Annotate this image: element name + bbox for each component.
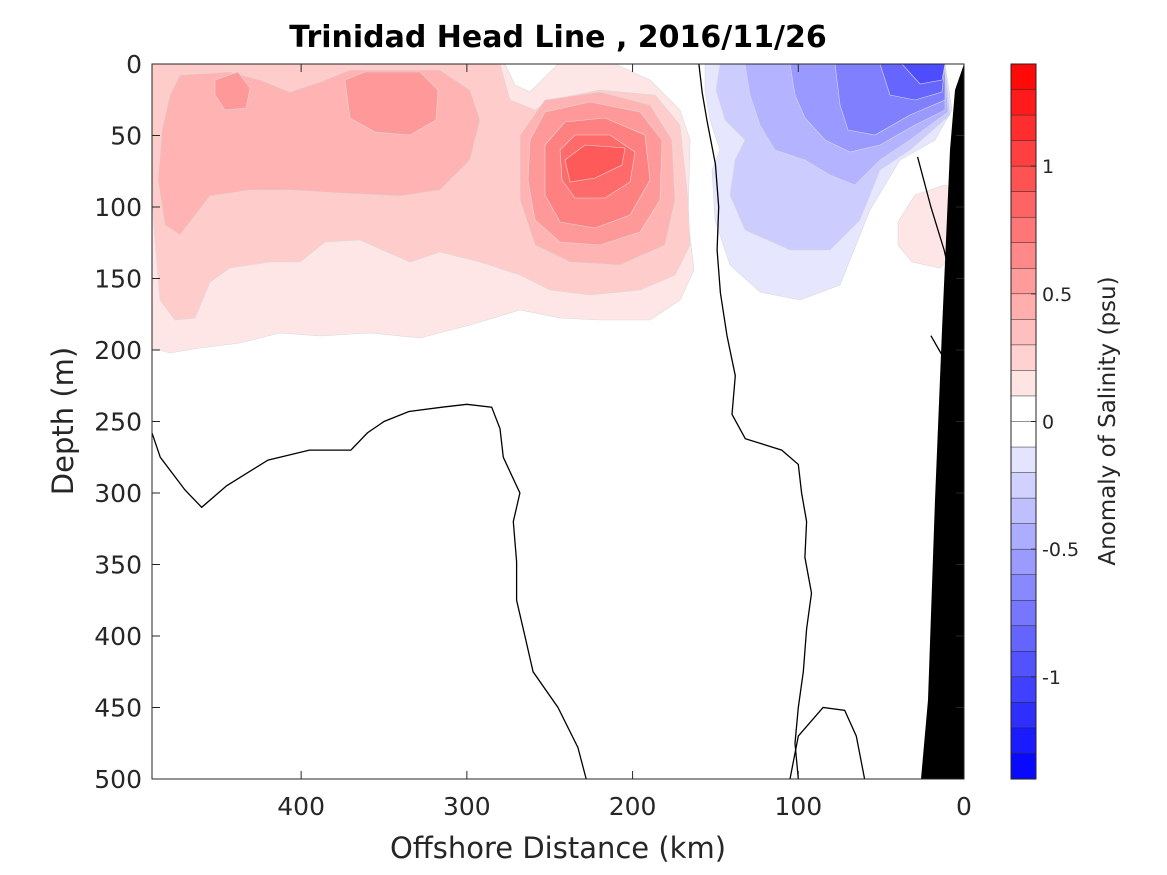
contour-middle [698,64,813,779]
colorbar-segment [1010,676,1037,703]
x-axis-label: Offshore Distance (km) [390,831,726,865]
colorbar-tick-label: -1 [1042,667,1061,689]
colorbar-segment [1010,89,1037,116]
colorbar-segment [1010,523,1037,550]
colorbar-segment [1010,216,1037,244]
colorbar-segment [1010,421,1037,448]
colorbar-segment [1010,625,1037,652]
colorbar-segment [1010,548,1037,576]
y-tick-label: 450 [94,694,142,723]
colorbar-segment [1010,370,1037,397]
y-tick-label: 100 [94,193,142,222]
colorbar-segment [1010,446,1037,474]
colorbar: 1 0.5 0 -0.5 -1 [1010,63,1079,780]
x-tick-label: 0 [956,792,972,821]
y-tick-label: 500 [94,765,142,794]
colorbar-segment [1010,268,1037,295]
x-axis: 400 300 200 100 0 [277,64,972,821]
x-tick-label: 300 [443,792,491,821]
colorbar-segment [1010,319,1037,346]
colorbar-segment [1010,344,1037,371]
anomaly-field [152,64,959,354]
colorbar-segment [1010,140,1037,167]
colorbar-tick-label: 0 [1042,412,1054,434]
colorbar-segment [1010,574,1037,601]
colorbar-segment [1010,114,1037,142]
bathymetry-seafloor [921,64,964,779]
colorbar-tick-label: -0.5 [1042,539,1079,561]
y-axis-label: Depth (m) [46,347,80,495]
colorbar-segment [1010,497,1037,525]
y-tick-label: 0 [126,50,142,79]
positive-anomaly-core-4 [564,144,626,183]
chart-title: Trinidad Head Line , 2016/11/26 [289,20,826,55]
y-tick-label: 200 [94,336,142,365]
y-tick-label: 300 [94,479,142,508]
colorbar-segment [1010,395,1037,423]
colorbar-label: Anomaly of Salinity (psu) [1095,276,1121,565]
y-tick-label: 350 [94,551,142,580]
colorbar-tick-label: 0.5 [1042,284,1072,306]
colorbar-tick-label: 1 [1042,156,1054,178]
colorbar-segment [1010,242,1037,269]
x-tick-label: 200 [609,792,657,821]
colorbar-segment [1010,727,1037,755]
colorbar-segment [1010,702,1037,729]
y-axis: 0 50 100 150 200 250 300 350 400 450 500 [94,50,964,794]
colorbar-segment [1010,165,1037,193]
colorbar-segment [1010,472,1037,499]
negative-anomaly-core [901,64,946,85]
contour-deep-loop [789,706,866,779]
x-tick-label: 400 [277,792,325,821]
y-tick-label: 50 [110,122,142,151]
contour-left [152,403,587,779]
y-tick-label: 400 [94,622,142,651]
colorbar-segment [1010,293,1037,320]
y-tick-label: 150 [94,265,142,294]
colorbar-segment [1010,753,1037,780]
colorbar-segment [1010,600,1037,627]
x-tick-label: 100 [774,792,822,821]
colorbar-segment [1010,651,1037,678]
y-tick-label: 250 [94,408,142,437]
colorbar-segment [1010,63,1037,91]
colorbar-segment [1010,191,1037,218]
